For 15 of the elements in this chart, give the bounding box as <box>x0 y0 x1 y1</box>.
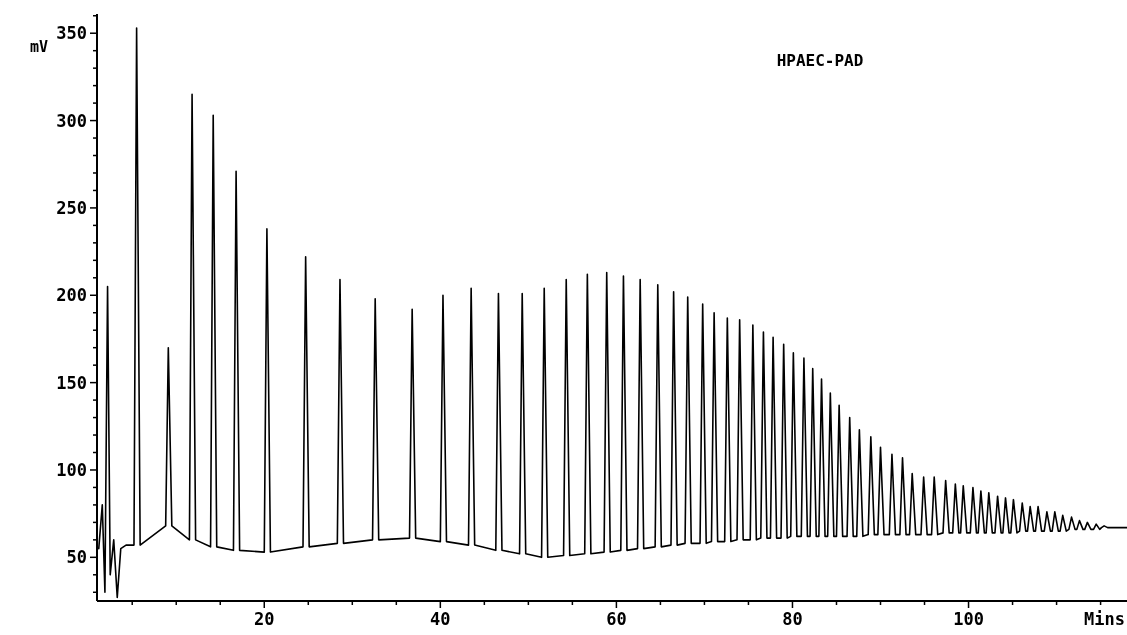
y-tick-label: 200 <box>56 285 87 306</box>
x-tick-label: 40 <box>430 609 451 629</box>
x-tick-label: 100 <box>953 609 984 629</box>
y-tick-label: 50 <box>66 547 87 568</box>
y-tick-label: 100 <box>56 459 87 480</box>
y-tick-label: 300 <box>56 110 87 131</box>
y-tick-label: 150 <box>56 372 87 393</box>
y-tick-label: 350 <box>56 23 87 44</box>
y-tick-label: 250 <box>56 197 87 218</box>
y-axis-title: mV <box>30 38 49 56</box>
x-tick-label: 60 <box>606 609 627 629</box>
x-axis-title: Mins <box>1084 609 1125 629</box>
x-tick-label: 80 <box>782 609 803 629</box>
text: HPAEC-PAD <box>776 51 864 70</box>
x-tick-label: 20 <box>254 609 275 629</box>
